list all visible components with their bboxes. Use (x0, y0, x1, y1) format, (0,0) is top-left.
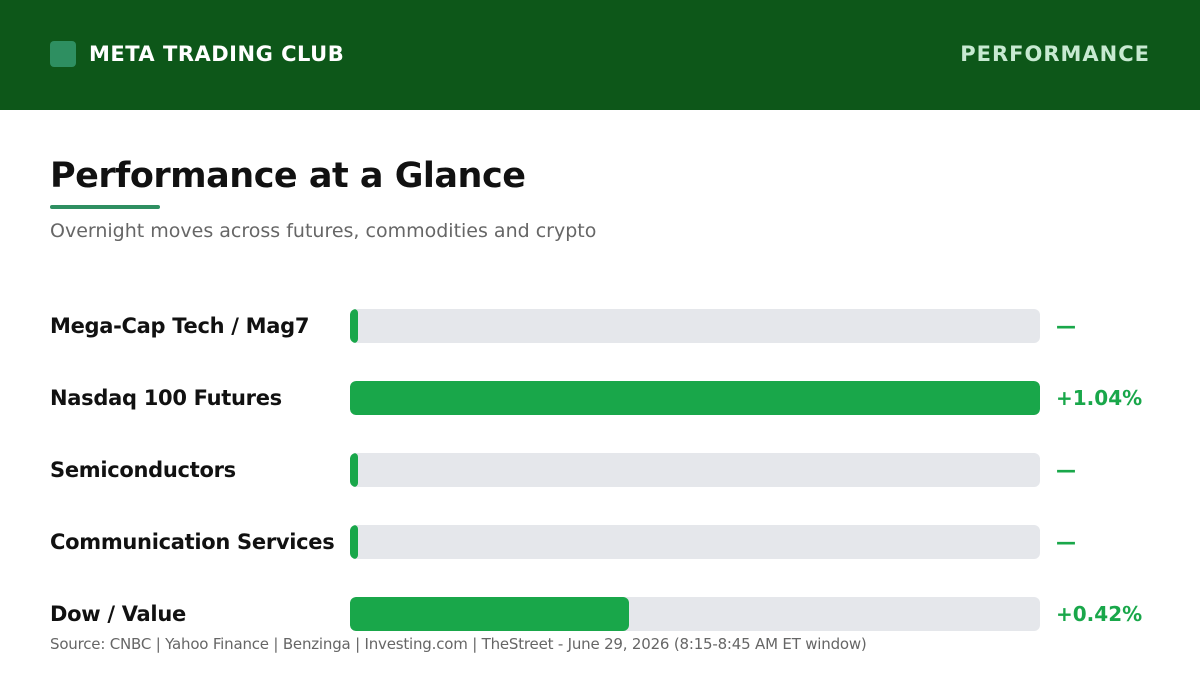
bar-fill (350, 309, 358, 343)
bar-value-label: +0.42% (1056, 602, 1143, 626)
bar-category-label: Nasdaq 100 Futures (50, 386, 282, 410)
bar-track (350, 453, 1040, 487)
bar-category-label: Mega-Cap Tech / Mag7 (50, 314, 310, 338)
bar-category-label: Communication Services (50, 530, 335, 554)
bar-fill (350, 597, 629, 631)
bar-value-label: — (1056, 314, 1076, 338)
bar-row: Communication Services — (0, 525, 1200, 559)
header-bar: META TRADING CLUB PERFORMANCE (0, 0, 1200, 110)
bar-category-label: Dow / Value (50, 602, 186, 626)
bar-track (350, 525, 1040, 559)
source-footnote: Source: CNBC | Yahoo Finance | Benzinga … (50, 635, 867, 653)
section-label: PERFORMANCE (960, 42, 1150, 66)
brand-name: META TRADING CLUB (89, 42, 345, 66)
bar-row: Semiconductors — (0, 453, 1200, 487)
bar-row: Mega-Cap Tech / Mag7 — (0, 309, 1200, 343)
bar-value-label: +1.04% (1056, 386, 1143, 410)
bar-fill (350, 453, 358, 487)
bar-fill (350, 525, 358, 559)
page-title: Performance at a Glance (50, 156, 526, 196)
bar-category-label: Semiconductors (50, 458, 236, 482)
page-subtitle: Overnight moves across futures, commodit… (50, 220, 597, 242)
bar-track (350, 597, 1040, 631)
title-underline (50, 205, 160, 209)
bar-row: Nasdaq 100 Futures +1.04% (0, 381, 1200, 415)
bar-track (350, 381, 1040, 415)
bar-value-label: — (1056, 458, 1076, 482)
bar-row: Dow / Value +0.42% (0, 597, 1200, 631)
bar-track (350, 309, 1040, 343)
bar-value-label: — (1056, 530, 1076, 554)
bar-fill (350, 381, 1040, 415)
brand-logo-icon (50, 41, 76, 67)
